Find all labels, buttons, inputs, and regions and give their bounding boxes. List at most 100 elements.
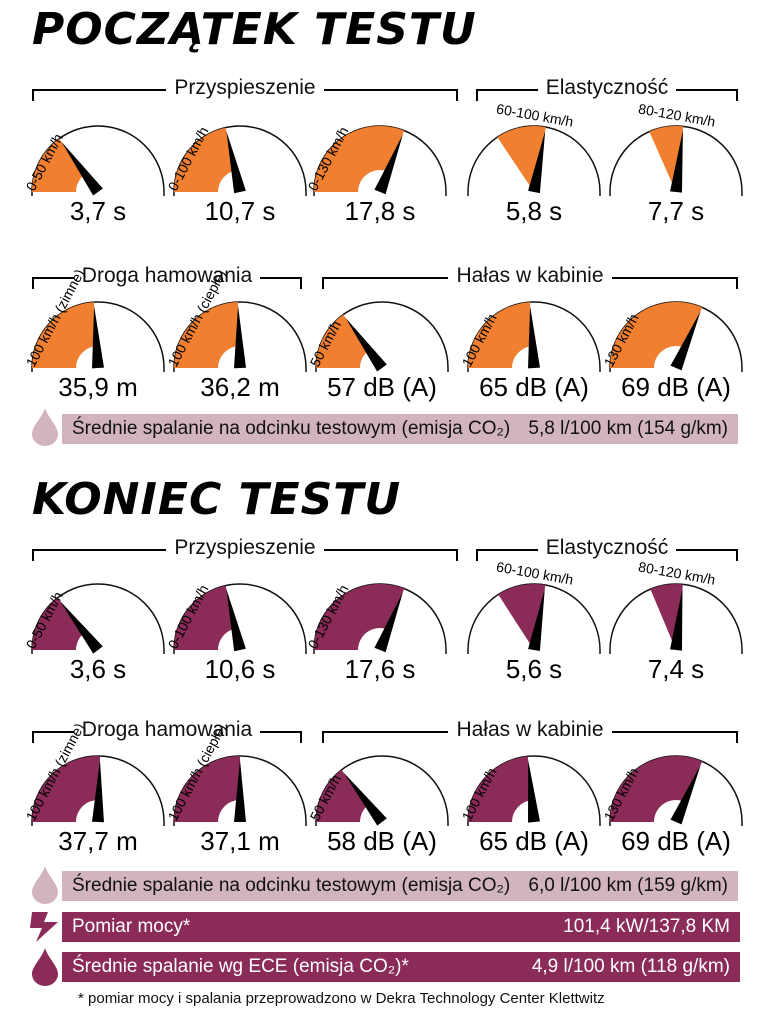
gauge-label: 80-120 km/h: [637, 100, 716, 129]
gauge-outline: [609, 755, 743, 826]
group-accel-start: Przyspieszenie: [32, 76, 458, 102]
power-label: Pomiar mocy*: [72, 916, 191, 937]
gauge-fill: [174, 302, 240, 368]
gauge-outline: [173, 301, 307, 372]
gauge-needle: [226, 131, 246, 194]
gauge-outline: [467, 301, 601, 372]
gauge-outline: [609, 125, 743, 196]
gauge-fill: [314, 584, 405, 650]
gauge-value: 69 dB (A): [621, 372, 731, 402]
gauge-outline: [313, 583, 447, 654]
group-label: Hałas w kabinie: [448, 718, 612, 741]
gauge-label: 130 km/h: [601, 311, 642, 369]
gauge-fill: [32, 302, 97, 368]
gauge-needle: [374, 134, 403, 195]
gauge-needle: [234, 306, 246, 369]
group-brake-start: Droga hamowania: [32, 264, 302, 290]
gauge-label: 0-100 km/h: [165, 582, 212, 651]
gauge-outline: [31, 583, 165, 654]
gauge-label: 80-120 km/h: [637, 558, 716, 587]
group-noise-end: Hałas w kabinie: [322, 718, 738, 744]
gauge-outline: [31, 301, 165, 372]
section-title-start: POCZĄTEK TESTU: [32, 4, 477, 55]
gauge-outline: [467, 125, 601, 196]
gauge-value: 69 dB (A): [621, 826, 731, 856]
gauge-fill: [314, 125, 405, 192]
gauge-needle: [61, 141, 103, 196]
gauge-outline: [173, 125, 307, 196]
gauge-value: 65 dB (A): [479, 372, 589, 402]
gauge-label: 0-130 km/h: [305, 124, 352, 193]
gauge-outline: [173, 583, 307, 654]
gauge-value: 7,7 s: [647, 196, 705, 226]
ece-value: 4,9 l/100 km (118 g/km): [531, 956, 730, 977]
gauge-fill: [468, 302, 533, 368]
gauge-outline: [315, 301, 449, 372]
gauge-fill: [610, 756, 703, 822]
gauge-fill: [468, 756, 532, 822]
group-label: Hałas w kabinie: [448, 264, 612, 287]
gauge-label: 0-50 km/h: [23, 131, 66, 193]
section-title-end: KONIEC TESTU: [32, 474, 402, 525]
gauge-label: 0-50 km/h: [23, 589, 66, 651]
gauge-fill: [497, 126, 546, 192]
drop-icon: [32, 866, 58, 904]
gauge-outline: [313, 125, 447, 196]
gauge-outline: [609, 301, 743, 372]
gauge-needle: [528, 588, 545, 652]
gauge-value: 37,7 m: [58, 826, 138, 856]
gauge-outline: [467, 583, 601, 654]
gauge-value: 65 dB (A): [479, 826, 589, 856]
gauge-fill: [649, 126, 684, 192]
gauge-needle: [59, 601, 103, 654]
consumption-value: 5,8 l/100 km (154 g/km): [528, 418, 728, 439]
consumption-value: 6,0 l/100 km (159 g/km): [528, 875, 728, 896]
footnote: * pomiar mocy i spalania przeprowadzono …: [78, 990, 605, 1007]
gauge-value: 10,6 s: [204, 654, 276, 684]
gauge-label: 60-100 km/h: [495, 100, 574, 129]
gauge-needle: [343, 773, 387, 826]
gauge-fill: [32, 138, 86, 192]
consumption-bar-end: Średnie spalanie na odcinku testowym (em…: [62, 871, 738, 901]
gauge-fill: [174, 127, 236, 192]
lightning-icon: [30, 912, 58, 942]
gauge-needle: [670, 765, 701, 825]
gauge-needle: [528, 306, 540, 369]
gauge-needle: [374, 592, 403, 653]
gauge-value: 7,4 s: [647, 654, 705, 684]
gauge-label: 0-100 km/h: [165, 124, 212, 193]
gauge-value: 3,6 s: [69, 654, 127, 684]
gauge-label: 130 km/h: [601, 765, 642, 823]
group-label: Przyspieszenie: [166, 536, 324, 559]
gauge-fill: [174, 756, 240, 822]
gauge-fill: [610, 302, 703, 368]
group-label: Droga hamowania: [73, 264, 261, 287]
gauge-value: 3,7 s: [69, 196, 127, 226]
group-brake-end: Droga hamowania: [32, 718, 302, 744]
consumption-label: Średnie spalanie na odcinku testowym (em…: [72, 418, 511, 439]
group-label: Przyspieszenie: [166, 76, 324, 99]
gauge-needle: [345, 317, 387, 372]
gauge-label: 60-100 km/h: [495, 558, 574, 587]
gauge-value: 36,2 m: [200, 372, 280, 402]
power-bar: Pomiar mocy* 101,4 kW/137,8 KM: [62, 912, 740, 942]
gauge-value: 5,6 s: [505, 654, 563, 684]
gauge-fill: [316, 314, 370, 368]
gauge-value: 10,7 s: [204, 196, 276, 226]
drop-icon: [32, 408, 58, 446]
gauge-value: 37,1 m: [200, 826, 280, 856]
gauge-label: 100 km/h: [459, 311, 500, 369]
gauge-outline: [31, 125, 165, 196]
gauge-fill: [174, 585, 236, 650]
gauge-needle: [226, 589, 246, 652]
group-elast-end: Elastyczność: [476, 536, 738, 562]
gauge-needle: [670, 311, 701, 371]
power-value: 101,4 kW/137,8 KM: [563, 916, 730, 937]
gauge-outline: [31, 755, 165, 826]
gauge-label: 50 km/h: [307, 772, 345, 823]
gauge-needle: [234, 760, 246, 822]
consumption-bar-start: Średnie spalanie na odcinku testowym (em…: [62, 414, 738, 444]
gauge-needle: [670, 588, 683, 651]
gauge-outline: [315, 755, 449, 826]
group-label: Elastyczność: [537, 76, 677, 99]
